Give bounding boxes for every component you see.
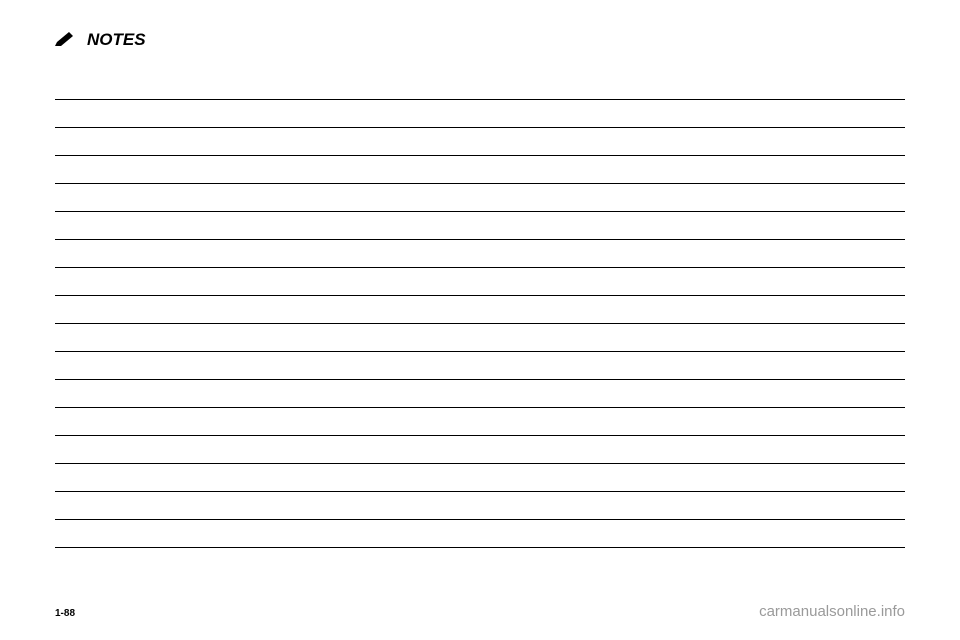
- note-line: [55, 72, 905, 100]
- notes-lines-area: [55, 72, 905, 548]
- note-line: [55, 240, 905, 268]
- note-line: [55, 408, 905, 436]
- note-line: [55, 100, 905, 128]
- note-line: [55, 436, 905, 464]
- note-line: [55, 268, 905, 296]
- watermark-text: carmanualsonline.info: [759, 603, 905, 620]
- page-header: NOTES: [55, 30, 905, 50]
- note-line: [55, 492, 905, 520]
- note-line: [55, 324, 905, 352]
- note-line: [55, 212, 905, 240]
- note-line: [55, 156, 905, 184]
- note-line: [55, 520, 905, 548]
- note-line: [55, 128, 905, 156]
- page-title: NOTES: [87, 30, 146, 50]
- note-line: [55, 464, 905, 492]
- note-line: [55, 352, 905, 380]
- note-line: [55, 296, 905, 324]
- page-footer: 1-88 carmanualsonline.info: [55, 603, 905, 620]
- pencil-icon: [55, 32, 77, 48]
- note-line: [55, 380, 905, 408]
- page-number: 1-88: [55, 608, 75, 619]
- note-line: [55, 184, 905, 212]
